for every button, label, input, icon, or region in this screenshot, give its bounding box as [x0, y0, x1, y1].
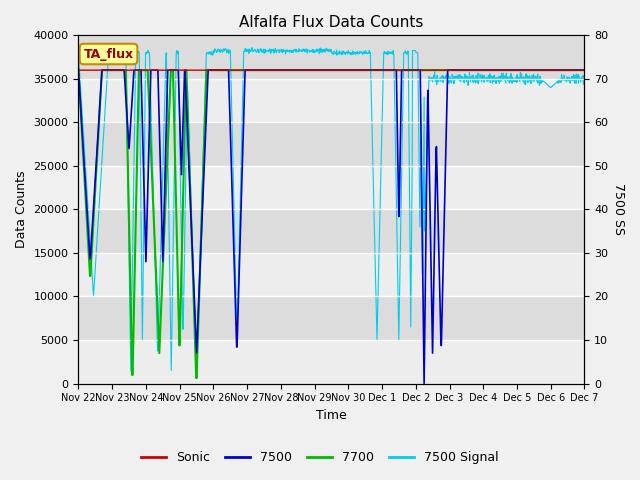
- Title: Alfalfa Flux Data Counts: Alfalfa Flux Data Counts: [239, 15, 424, 30]
- Y-axis label: Data Counts: Data Counts: [15, 171, 28, 248]
- Text: TA_flux: TA_flux: [83, 48, 134, 60]
- Bar: [79, 340, 584, 384]
- Bar: [79, 166, 584, 209]
- Legend: Sonic, 7500, 7700, 7500 Signal: Sonic, 7500, 7700, 7500 Signal: [136, 446, 504, 469]
- X-axis label: Time: Time: [316, 409, 347, 422]
- Bar: [79, 253, 584, 297]
- Bar: [79, 79, 584, 122]
- Y-axis label: 7500 SS: 7500 SS: [612, 183, 625, 235]
